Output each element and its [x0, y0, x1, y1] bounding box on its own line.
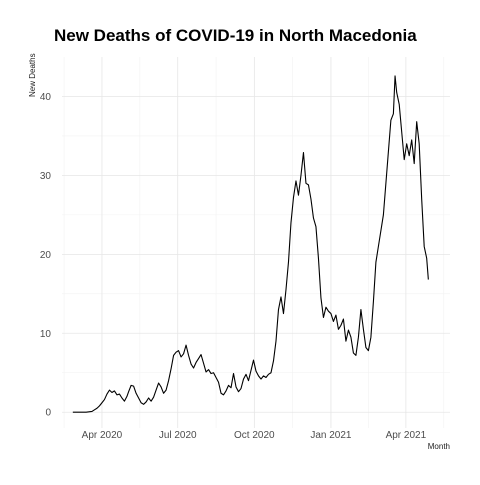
- x-axis-label: Month: [428, 442, 450, 451]
- y-tick-label: 40: [40, 92, 52, 103]
- series-layer: [72, 75, 429, 413]
- y-axis-label: New Deaths: [28, 53, 37, 97]
- chart-title: New Deaths of COVID-19 in North Macedoni…: [54, 26, 417, 45]
- x-tick-label: Apr 2021: [386, 430, 427, 441]
- x-tick-label: Apr 2020: [82, 430, 123, 441]
- x-tick-label: Jul 2020: [159, 430, 197, 441]
- y-tick-label: 0: [45, 408, 51, 419]
- series-line: [72, 75, 429, 413]
- y-tick-label: 10: [40, 329, 52, 340]
- x-tick-label: Oct 2020: [234, 430, 275, 441]
- x-tick-label: Jan 2021: [310, 430, 352, 441]
- tick-labels: 0 10 20 30 40 Apr 2020 Jul 2020 Oct 2020 Jan 202…: [40, 92, 427, 441]
- y-tick-label: 30: [40, 171, 52, 182]
- major-gridlines: [62, 57, 450, 428]
- y-tick-label: 20: [40, 250, 52, 261]
- minor-gridlines: [62, 57, 450, 428]
